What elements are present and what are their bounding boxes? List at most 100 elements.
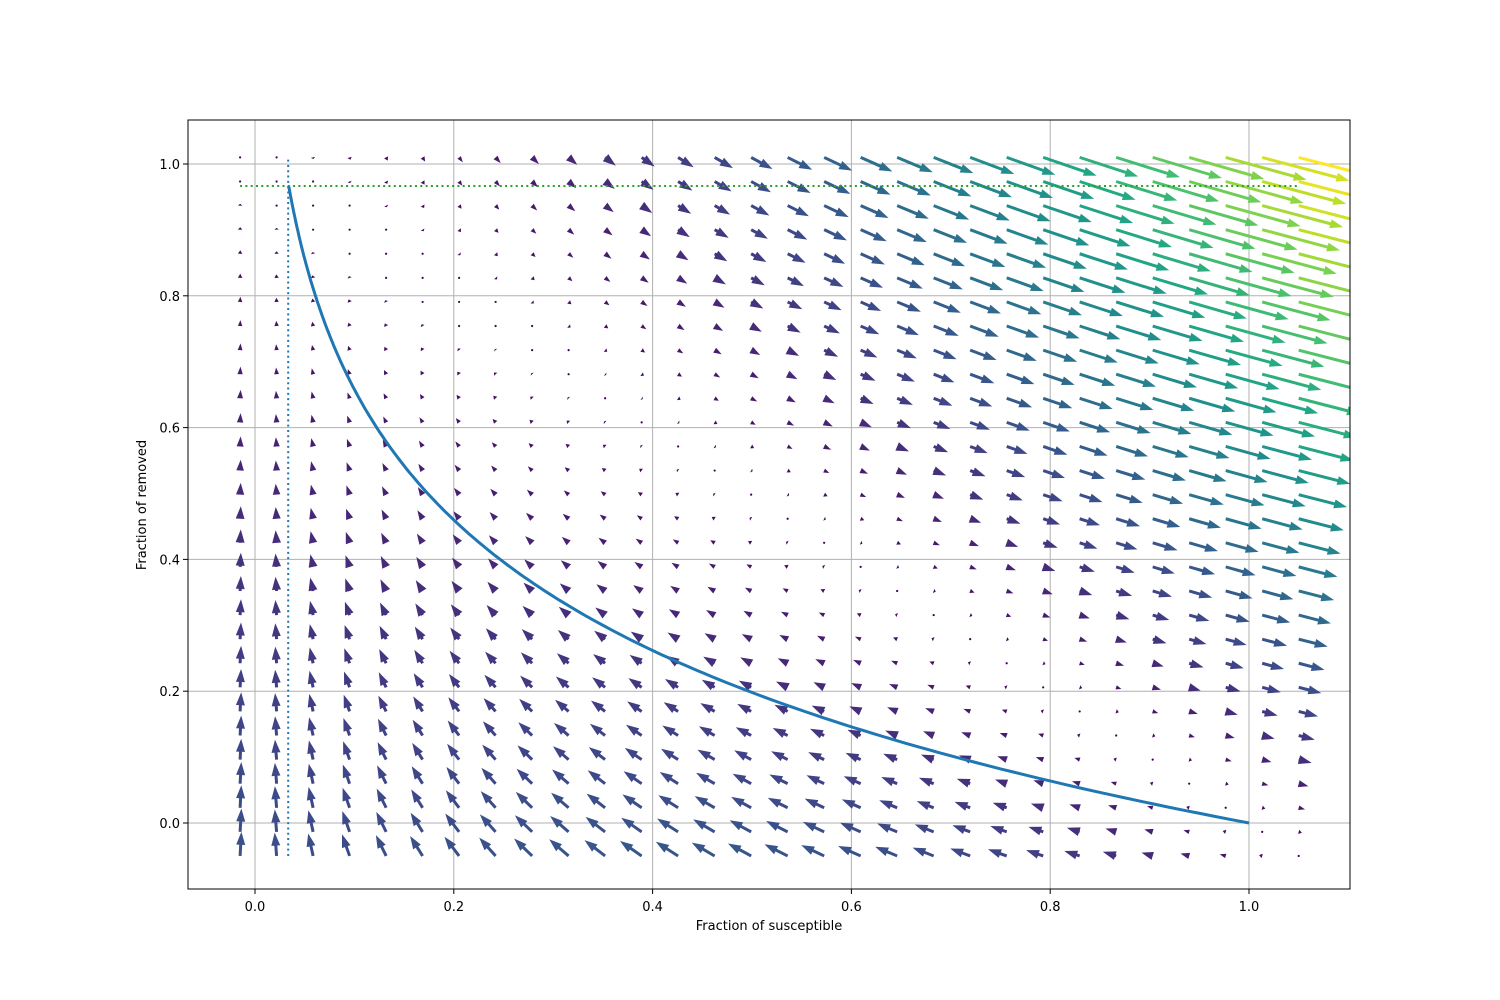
vector-arrow <box>677 203 692 214</box>
vector-arrow <box>771 751 789 762</box>
vector-arrow <box>603 420 607 425</box>
vector-arrow <box>629 654 643 666</box>
vector-arrow <box>530 396 534 400</box>
vector-arrow <box>1188 396 1236 413</box>
vector-arrow <box>952 825 971 834</box>
vector-arrow <box>1152 445 1189 458</box>
vector-arrow <box>969 539 979 547</box>
vector-arrow <box>990 826 1008 835</box>
vector-arrow <box>1115 541 1138 550</box>
vector-arrow <box>787 156 813 170</box>
vector-arrow <box>345 578 354 593</box>
x-axis-ticks: 0.0 0.2 0.4 0.6 0.8 1.0 <box>245 889 1259 915</box>
vector-arrow <box>382 439 389 448</box>
vector-arrow <box>307 693 317 712</box>
vector-arrow <box>817 635 826 642</box>
vector-arrow <box>479 837 497 857</box>
vector-arrow <box>493 155 501 164</box>
vector-arrow <box>781 611 789 618</box>
vector-arrow <box>1298 517 1344 532</box>
vector-arrow <box>530 252 536 257</box>
vector-arrow <box>969 467 986 477</box>
vector-arrow <box>273 390 280 399</box>
vector-arrow <box>1110 781 1117 786</box>
vector-arrow <box>1152 276 1209 295</box>
vector-arrow <box>236 762 246 784</box>
vector-arrow <box>787 252 806 263</box>
vector-arrow <box>785 346 800 356</box>
vector-arrow <box>491 442 498 448</box>
vector-arrow <box>1261 589 1294 601</box>
vector-arrow <box>858 589 862 593</box>
vector-arrow <box>415 580 427 594</box>
vector-arrow <box>845 752 862 763</box>
vector-arrow <box>311 180 315 183</box>
vector-arrow <box>1261 684 1281 694</box>
vector-arrow <box>639 226 652 237</box>
vector-arrow <box>675 250 689 261</box>
vector-arrow <box>670 585 680 594</box>
vector-arrow <box>380 579 391 593</box>
vector-arrow <box>786 517 789 520</box>
vector-arrow <box>567 276 573 282</box>
vector-arrow <box>896 156 933 173</box>
vector-arrow <box>969 276 1004 291</box>
vector-arrow <box>494 276 498 280</box>
vector-arrow <box>858 418 872 428</box>
vector-arrow <box>893 637 898 642</box>
vector-arrow <box>344 625 354 640</box>
vector-arrow <box>992 802 1008 812</box>
vector-arrow <box>965 685 971 690</box>
vector-arrow <box>1152 372 1197 388</box>
vector-arrow <box>1261 805 1266 810</box>
vector-arrow <box>823 300 842 311</box>
vector-arrow <box>767 797 789 810</box>
vector-arrow <box>238 156 242 159</box>
vector-arrow <box>1261 445 1312 461</box>
vector-arrow <box>1026 850 1044 859</box>
vector-arrow <box>677 179 693 191</box>
vector-arrow <box>236 738 245 760</box>
vector-arrow <box>1261 707 1278 717</box>
vector-arrow <box>494 228 499 233</box>
vector-arrow <box>1298 372 1350 392</box>
vector-arrow <box>969 180 1012 198</box>
vector-arrow <box>1152 204 1217 226</box>
vector-arrow <box>237 389 243 399</box>
vector-arrow <box>1113 757 1117 762</box>
vector-arrow <box>1298 445 1350 462</box>
vector-arrow <box>567 349 570 352</box>
vector-arrow <box>896 419 911 429</box>
vector-arrow <box>1224 707 1238 716</box>
vector-arrow <box>1188 324 1244 343</box>
vector-arrow <box>1261 324 1328 345</box>
vector-arrow <box>1042 421 1070 432</box>
vector-arrow <box>1188 683 1201 692</box>
vector-arrow <box>491 465 498 473</box>
vector-field <box>235 154 1350 860</box>
vector-arrow <box>1079 276 1126 293</box>
vector-arrow <box>811 705 826 716</box>
vector-arrow <box>823 444 832 450</box>
vector-arrow <box>639 275 649 283</box>
vector-arrow <box>729 820 752 834</box>
vector-arrow <box>596 584 608 594</box>
vector-arrow <box>550 816 570 833</box>
vector-arrow <box>1042 204 1092 223</box>
vector-arrow <box>698 726 716 737</box>
vector-arrow <box>1144 828 1154 835</box>
vector-arrow <box>961 732 972 739</box>
vector-arrow <box>822 564 826 569</box>
vector-arrow <box>414 626 426 640</box>
vector-arrow <box>823 204 849 218</box>
vector-arrow <box>309 507 317 520</box>
vector-arrow <box>823 347 839 357</box>
vector-arrow <box>968 514 982 523</box>
sr-trajectory-line <box>287 185 1250 825</box>
vector-arrow <box>1298 805 1306 810</box>
vector-arrow <box>567 252 574 258</box>
vector-arrow <box>1042 661 1046 666</box>
vector-arrow <box>529 155 539 164</box>
vector-arrow <box>823 323 840 334</box>
